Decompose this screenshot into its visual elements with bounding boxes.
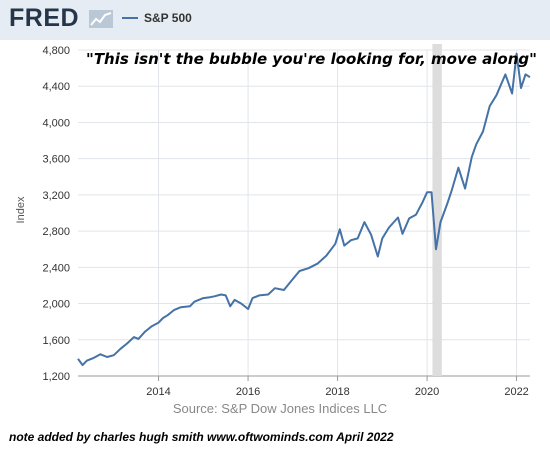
- x-tick-label: 2020: [415, 386, 439, 398]
- y-tick-label: 3,600: [42, 154, 70, 166]
- series-layer: [77, 52, 531, 367]
- author-note: note added by charles hugh smith www.oft…: [9, 430, 394, 444]
- y-tick-label: 1,600: [42, 335, 70, 347]
- y-tick-label: 1,200: [42, 371, 70, 383]
- annotation-quote: "This isn't the bubble you're looking fo…: [86, 50, 537, 68]
- legend: S&P 500: [122, 11, 192, 25]
- fred-logo[interactable]: FRED: [9, 4, 80, 32]
- x-tick-label: 2014: [146, 386, 170, 398]
- x-tick-label: 2022: [504, 386, 528, 398]
- y-tick-labels: 1,200 1,600 2,000 2,400 2,800 3,200 3,600 4,000…: [42, 45, 70, 383]
- series-line-sp500: [77, 52, 531, 367]
- recession-shading: [432, 44, 442, 376]
- x-tick-label: 2016: [236, 386, 260, 398]
- trend-line-icon: [89, 10, 113, 28]
- y-tick-label: 3,200: [42, 190, 70, 202]
- fred-header: FRED S&P 500: [0, 0, 550, 40]
- y-tick-label: 4,800: [42, 45, 70, 57]
- source-credit: Source: S&P Dow Jones Indices LLC: [172, 401, 388, 416]
- y-axis-title: Index: [15, 196, 27, 223]
- y-tick-label: 4,400: [42, 81, 70, 93]
- legend-swatch: [122, 17, 138, 19]
- legend-label: S&P 500: [144, 11, 192, 25]
- x-tick-labels: 2014 2016 2018 2020 2022: [146, 386, 529, 398]
- plot-area: [78, 44, 530, 376]
- recession-band: [432, 44, 442, 376]
- y-tick-label: 2,000: [42, 299, 70, 311]
- y-tick-label: 2,400: [42, 262, 70, 274]
- x-tick-label: 2018: [325, 386, 349, 398]
- y-tick-label: 4,000: [42, 117, 70, 129]
- y-tick-label: 2,800: [42, 226, 70, 238]
